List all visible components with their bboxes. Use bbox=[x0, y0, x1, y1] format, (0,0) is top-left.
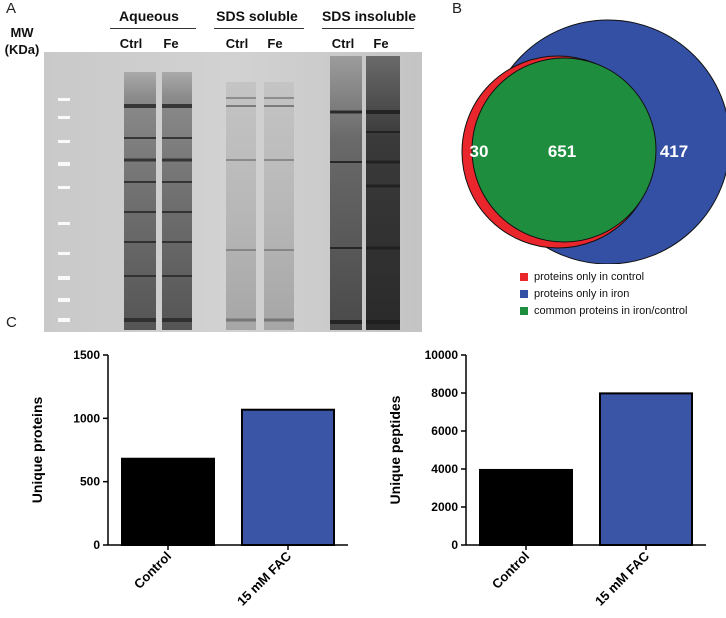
peptides-y-tick-label: 8000 bbox=[431, 386, 458, 400]
lane-label-sds-insoluble-fe: Fe bbox=[373, 36, 389, 51]
venn-count-control-only: 30 bbox=[470, 142, 489, 161]
marker-lane bbox=[58, 98, 70, 322]
lane-group-sds-insoluble: SDS insoluble bbox=[321, 8, 417, 24]
bar-chart-unique-proteins: 0 500 1000 1500 Unique proteins Control 15 mM … bbox=[29, 348, 348, 609]
proteins-y-tick-label: 1500 bbox=[73, 348, 100, 362]
venn-count-common: 651 bbox=[548, 142, 576, 161]
legend-label-common: common proteins in iron/control bbox=[534, 304, 688, 317]
proteins-y-tick-label: 1000 bbox=[73, 411, 100, 425]
proteins-x-tick-label-0: Control bbox=[131, 549, 174, 592]
lane-label-sds-insoluble-ctrl: Ctrl bbox=[331, 36, 355, 51]
mw-label: MW (KDa) bbox=[0, 24, 44, 58]
legend-swatch-control bbox=[520, 272, 528, 281]
legend-label-control: proteins only in control bbox=[534, 270, 645, 283]
peptides-y-tick-label: 4000 bbox=[431, 462, 458, 476]
venn-legend: proteins only in control proteins only i… bbox=[520, 268, 687, 319]
peptides-x-tick-label-0: Control bbox=[489, 549, 532, 592]
peptides-y-tick-label: 10000 bbox=[425, 348, 459, 362]
lane-label-sds-soluble-ctrl: Ctrl bbox=[225, 36, 249, 51]
legend-swatch-common bbox=[520, 306, 528, 315]
lane-label-aqueous-fe: Fe bbox=[163, 36, 179, 51]
mw-label-line-2: (KDa) bbox=[4, 42, 40, 57]
legend-label-iron: proteins only in iron bbox=[534, 287, 630, 300]
panel-letter-b: B bbox=[452, 0, 463, 17]
legend-item-iron: proteins only in iron bbox=[520, 285, 687, 302]
gel-image bbox=[44, 52, 422, 332]
peptides-bar-0 bbox=[479, 468, 573, 546]
lane-label-aqueous-ctrl: Ctrl bbox=[119, 36, 143, 51]
legend-item-control: proteins only in control bbox=[520, 268, 687, 285]
proteins-bar-1 bbox=[241, 408, 335, 546]
mw-label-line-1: MW bbox=[10, 25, 34, 40]
lane-group-sds-soluble-line bbox=[214, 28, 304, 29]
lane-label-sds-soluble-fe: Fe bbox=[267, 36, 283, 51]
peptides-y-tick-label: 2000 bbox=[431, 500, 458, 514]
peptides-bar-1 bbox=[599, 392, 693, 546]
peptides-x-tick-label-1: 15 mM FAC bbox=[592, 548, 653, 609]
peptides-y-tick-label: 6000 bbox=[431, 424, 458, 438]
venn-common-circle bbox=[471, 57, 657, 243]
peptides-y-tick-label: 0 bbox=[451, 538, 458, 552]
panel-letter-a: A bbox=[6, 0, 17, 17]
venn-count-iron-only: 417 bbox=[660, 142, 688, 161]
lane-group-sds-insoluble-line bbox=[322, 28, 414, 29]
bar-chart-unique-peptides: 0 2000 4000 6000 8000 10000 Unique peptides Con… bbox=[387, 348, 706, 609]
lane-group-aqueous-line bbox=[110, 28, 196, 29]
lane-group-aqueous: Aqueous bbox=[119, 8, 179, 24]
legend-swatch-iron bbox=[520, 289, 528, 298]
legend-item-common: common proteins in iron/control bbox=[520, 302, 687, 319]
panel-letter-c: C bbox=[6, 314, 17, 331]
proteins-bar-0 bbox=[121, 457, 215, 546]
peptides-y-label: Unique peptides bbox=[387, 395, 403, 504]
proteins-y-label: Unique proteins bbox=[29, 397, 45, 504]
venn-diagram: 30 651 417 bbox=[461, 19, 726, 264]
lane-group-sds-soluble: SDS soluble bbox=[216, 8, 298, 24]
proteins-y-tick-label: 0 bbox=[93, 538, 100, 552]
proteins-y-tick-label: 500 bbox=[80, 475, 100, 489]
proteins-x-tick-label-1: 15 mM FAC bbox=[234, 548, 295, 609]
